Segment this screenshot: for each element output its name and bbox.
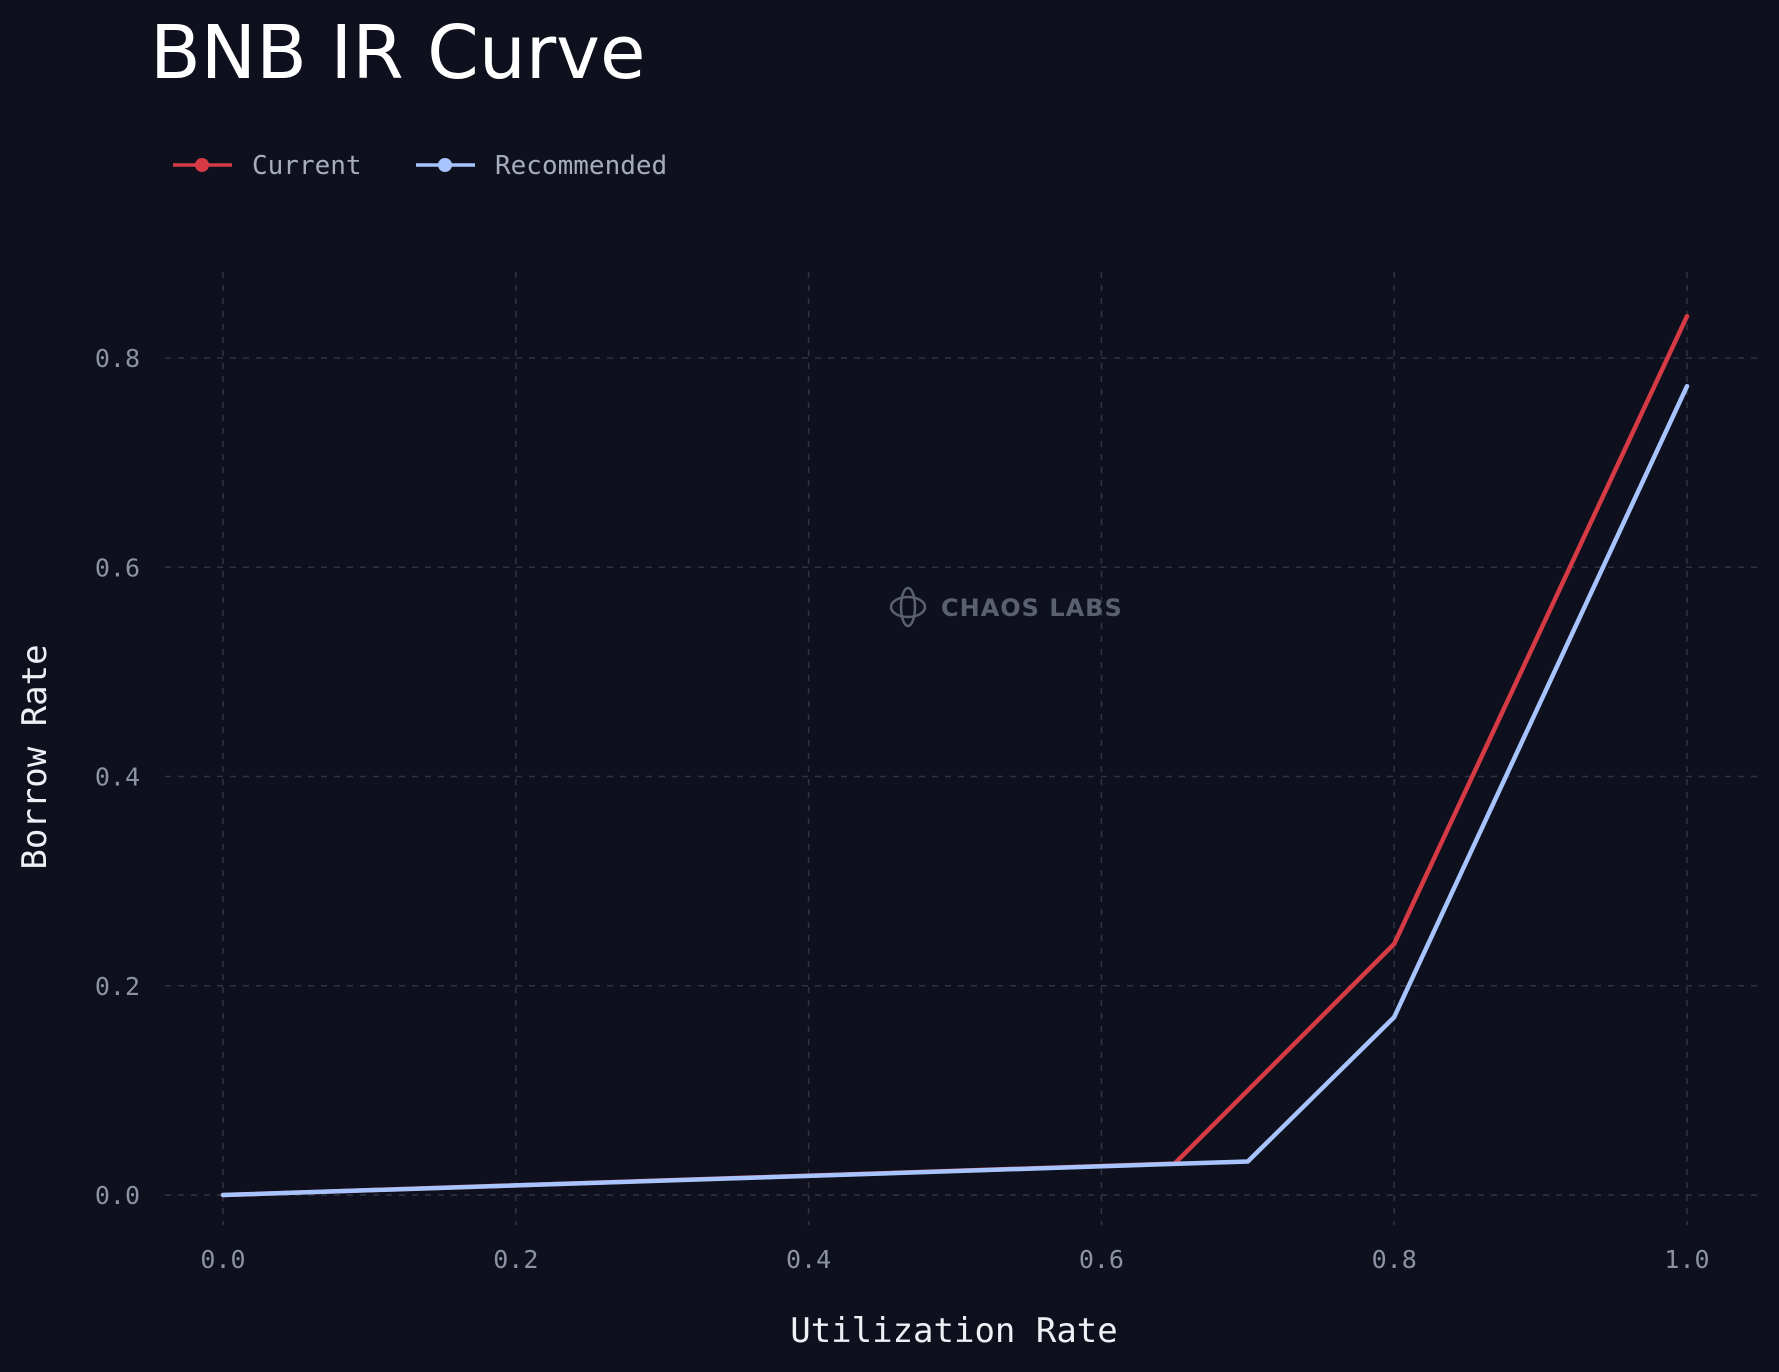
legend-label-current: Current bbox=[252, 151, 362, 181]
y-axis-title: Borrow Rate bbox=[15, 644, 55, 869]
y-tick-label: 0.4 bbox=[95, 763, 140, 792]
watermark: CHAOS LABS bbox=[889, 586, 1123, 628]
x-axis-title: Utilization Rate bbox=[790, 1311, 1118, 1351]
y-tick-labels: 0.0 0.2 0.4 0.6 0.8 bbox=[95, 344, 140, 1210]
x-tick-label: 0.8 bbox=[1372, 1245, 1417, 1274]
y-tick-label: 0.0 bbox=[95, 1181, 140, 1210]
x-tick-label: 0.6 bbox=[1079, 1245, 1124, 1274]
y-tick-label: 0.6 bbox=[95, 553, 140, 582]
legend-label-recommended: Recommended bbox=[495, 151, 667, 181]
series-lines bbox=[220, 313, 1690, 1198]
chart-title: BNB IR Curve bbox=[150, 10, 646, 96]
x-tick-label: 0.4 bbox=[786, 1245, 831, 1274]
x-gridlines bbox=[222, 272, 1688, 1225]
legend-marker-current bbox=[195, 158, 209, 172]
legend-item-current[interactable]: Current bbox=[173, 151, 362, 181]
y-tick-label: 0.8 bbox=[95, 344, 140, 373]
legend-item-recommended[interactable]: Recommended bbox=[416, 151, 667, 181]
series-line-current bbox=[220, 313, 1690, 1198]
y-tick-label: 0.2 bbox=[95, 972, 140, 1001]
x-tick-label: 0.0 bbox=[200, 1245, 245, 1274]
series-line-recommended bbox=[220, 383, 1690, 1198]
chaos-labs-logo-icon bbox=[889, 586, 927, 628]
watermark-text: CHAOS LABS bbox=[941, 594, 1123, 622]
x-tick-labels: 0.0 0.2 0.4 0.6 0.8 1.0 bbox=[200, 1245, 1709, 1274]
legend-marker-recommended bbox=[438, 158, 452, 172]
y-gridlines bbox=[165, 357, 1758, 1196]
x-tick-label: 0.2 bbox=[493, 1245, 538, 1274]
legend: Current Recommended bbox=[173, 151, 667, 181]
x-tick-label: 1.0 bbox=[1664, 1245, 1709, 1274]
